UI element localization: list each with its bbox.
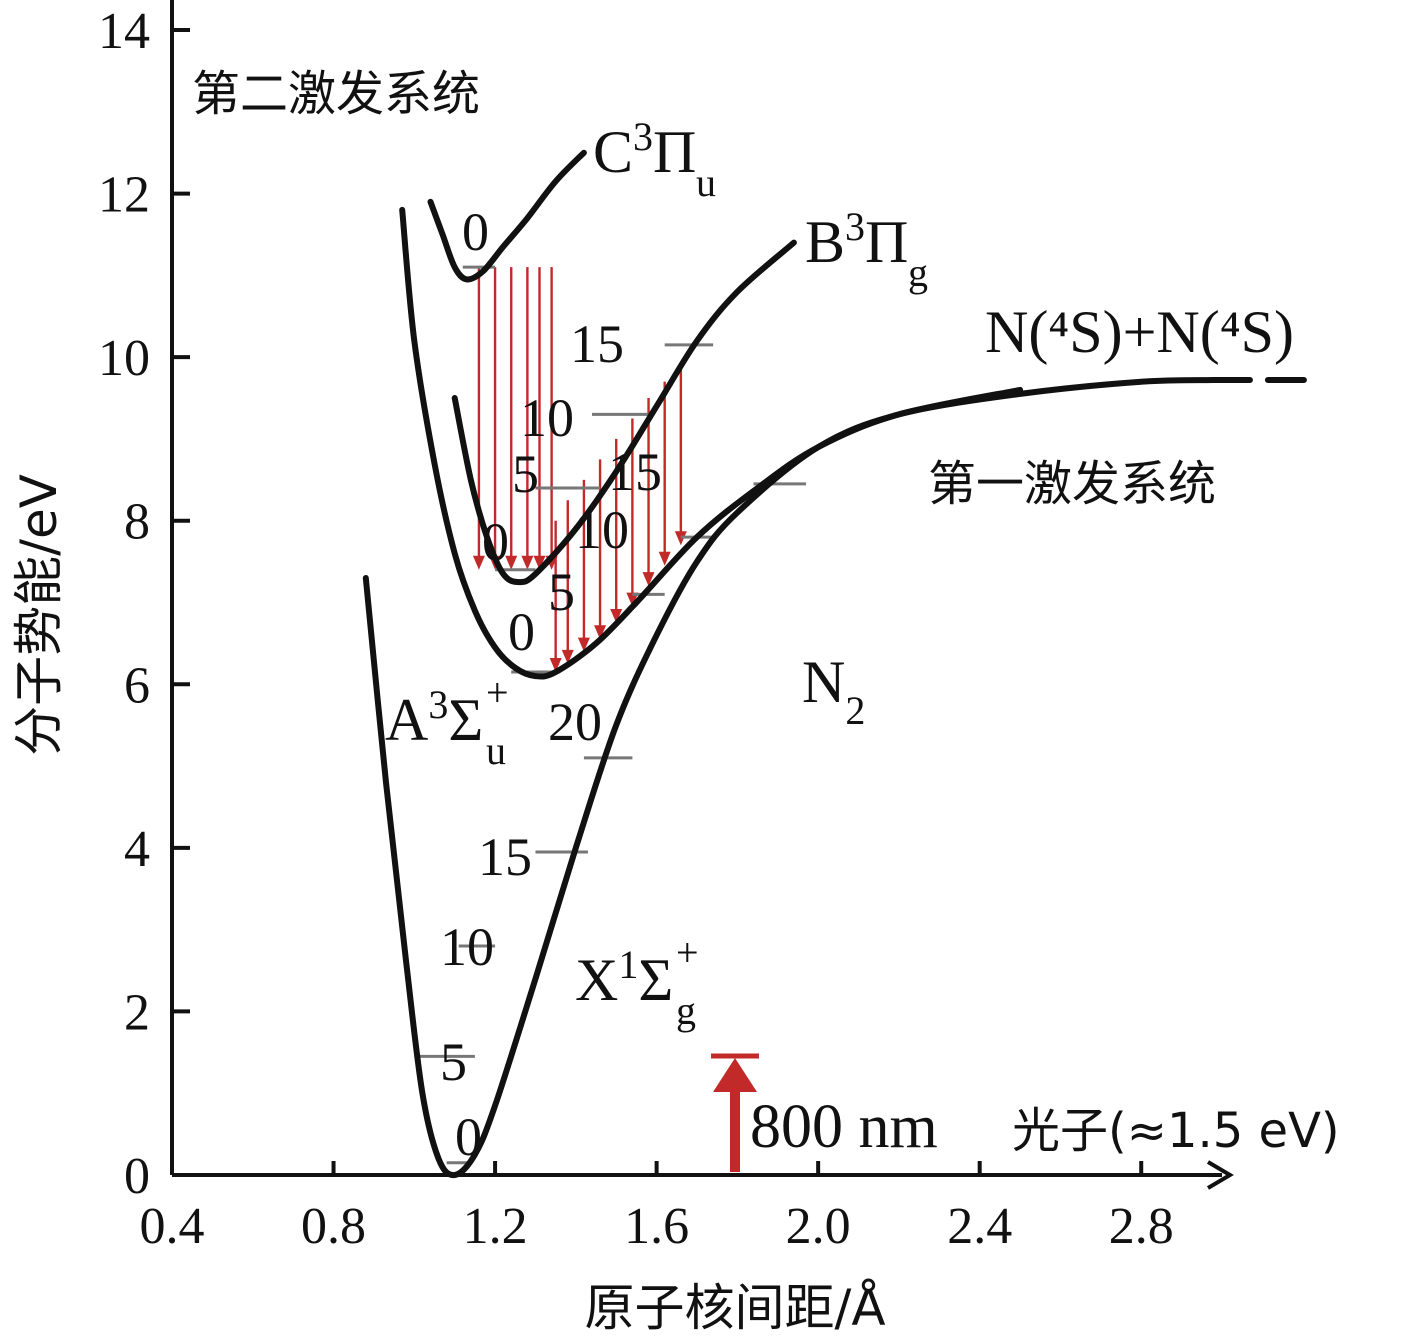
transition-arrow-head <box>642 572 655 587</box>
state-label-symbol: Π <box>865 209 908 275</box>
state-label-symbol: Σ <box>448 687 483 753</box>
y-axis-title: 分子势能/eV <box>10 474 68 756</box>
transition-arrow-head <box>561 649 574 664</box>
state-label-multiplicity: 1 <box>618 942 638 987</box>
first-excited-system-label: 第一激发系统 <box>928 456 1216 512</box>
x-tick-label: 0.4 <box>140 1198 205 1255</box>
state-label-parity: + <box>486 670 509 715</box>
axes <box>170 0 1234 1190</box>
state-label-parity: + <box>676 930 699 975</box>
y-tick-label: 6 <box>124 657 150 714</box>
vibrational-level-number: 5 <box>548 562 575 622</box>
state-label-sub: g <box>676 988 696 1033</box>
a-state-curve <box>399 206 1024 680</box>
x-tick-label: 1.6 <box>624 1198 689 1255</box>
state-label-symbol: Σ <box>638 947 673 1013</box>
transition-arrow-head <box>533 555 546 570</box>
y-tick-label: 10 <box>98 330 150 387</box>
x-tick-label: 2.0 <box>786 1198 851 1255</box>
state-label: X1Σg + <box>575 930 699 1033</box>
state-label-main: C <box>593 119 633 185</box>
state-label-main: X <box>575 947 618 1013</box>
second-excited-system-label: 第二激发系统 <box>192 66 480 122</box>
vibrational-level-number: 0 <box>455 1107 482 1167</box>
vibrational-level-number: 5 <box>512 444 539 504</box>
y-tick-label: 12 <box>98 167 150 224</box>
transition-arrow-head <box>549 658 562 673</box>
transition-arrow-head <box>594 625 607 640</box>
x-axis-arrowhead <box>1206 1160 1234 1190</box>
state-label: B3Πg <box>805 204 928 295</box>
transition-arrow-head <box>658 551 671 566</box>
vibrational-level-number: 5 <box>440 1032 467 1092</box>
vibrational-level-number: 15 <box>570 314 624 374</box>
y-tick-label: 2 <box>124 984 150 1041</box>
vibrational-level-number: 10 <box>575 500 629 560</box>
state-label-multiplicity: 3 <box>428 682 448 727</box>
y-tick-label: 4 <box>124 821 150 878</box>
state-label-multiplicity: 3 <box>845 204 865 249</box>
x-tick-label: 2.4 <box>947 1198 1012 1255</box>
state-label: C3Πu <box>593 114 716 205</box>
photon-energy-label: 光子(≈1.5 eV) <box>1012 1103 1340 1159</box>
vibrational-level-number: 20 <box>548 692 602 752</box>
c-state-curve <box>427 149 587 283</box>
transition-arrow-head <box>472 555 485 570</box>
photon-wavelength-label: 800 nm <box>750 1093 938 1161</box>
vibrational-level-number: 15 <box>478 827 532 887</box>
state-label: A3Σu + <box>385 670 509 773</box>
state-label-sub: g <box>908 250 928 295</box>
y-tick-label: 0 <box>124 1148 150 1205</box>
molecule-label: N2 <box>802 649 865 733</box>
state-label-multiplicity: 3 <box>633 114 653 159</box>
transition-arrow-head <box>521 555 534 570</box>
photon-arrow <box>711 1053 759 1172</box>
photon-arrow-head <box>713 1058 757 1092</box>
x-ticks: 0.4 0.8 1.2 1.6 2.0 2.4 2.8 <box>140 1161 1174 1255</box>
potential-curves <box>362 149 1217 1179</box>
state-label-sub: u <box>486 728 506 773</box>
x-tick-label: 2.8 <box>1109 1198 1174 1255</box>
state-label-main: A <box>385 687 428 753</box>
transition-arrow-head <box>610 608 623 623</box>
transition-arrow-head <box>626 592 639 607</box>
transition-arrow-head <box>505 555 518 570</box>
state-label-symbol: Π <box>653 119 696 185</box>
vibrational-level-number: 10 <box>520 388 574 448</box>
dissociation-limit-label: N(⁴S)+N(⁴S) <box>985 299 1294 365</box>
b-state-curve <box>451 239 797 586</box>
state-label-sub: u <box>696 160 716 205</box>
vibrational-level-number: 0 <box>462 202 489 262</box>
y-ticks: 0 2 4 6 8 10 12 14 <box>98 3 190 1205</box>
transition-arrow-head <box>577 637 590 652</box>
x-axis-title: 原子核间距/Å <box>584 1279 885 1337</box>
x-tick-label: 0.8 <box>301 1198 366 1255</box>
state-label-main: B <box>805 209 845 275</box>
y-tick-label: 14 <box>98 3 150 60</box>
molecule-main: N <box>802 649 845 715</box>
molecule-sub: 2 <box>845 688 865 733</box>
vibrational-level-number: 10 <box>440 917 494 977</box>
vibrational-level-number: 0 <box>508 602 535 662</box>
x-tick-label: 1.2 <box>463 1198 528 1255</box>
y-tick-label: 8 <box>124 494 150 551</box>
